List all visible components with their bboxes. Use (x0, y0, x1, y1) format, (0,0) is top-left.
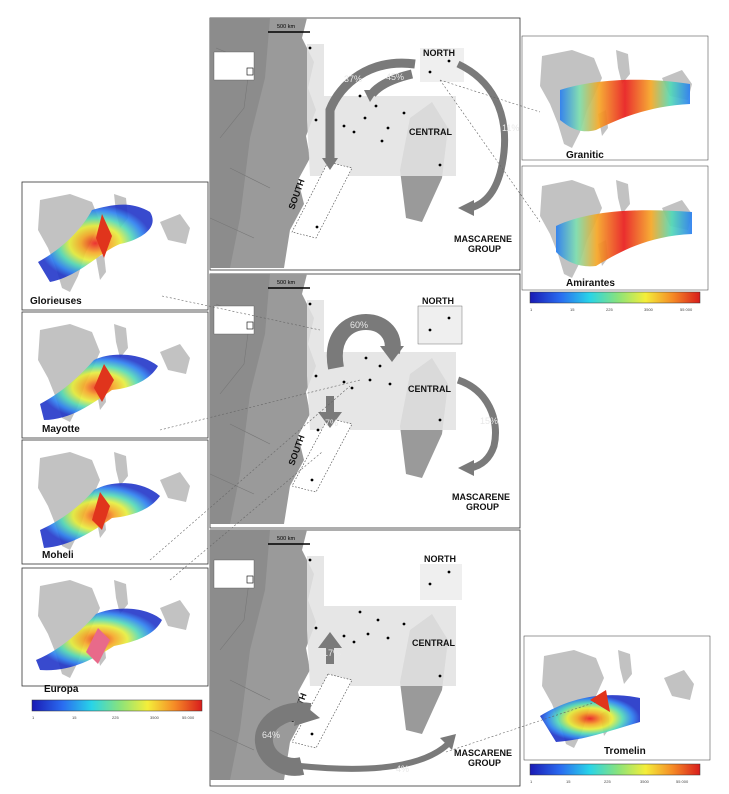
cbar-bottom-tick: 3500 (640, 779, 650, 784)
pct-bot-a: 17% (323, 648, 341, 658)
pct-mid-c: 15% (480, 416, 498, 426)
site-markers (308, 558, 451, 736)
zone-south (291, 161, 353, 239)
cbar-left-tick: 15 (72, 715, 77, 720)
site-markers (308, 46, 451, 229)
cbar-left-tick: 1 (32, 715, 35, 720)
flow-arrow-central-mascarene (456, 376, 499, 472)
flow-arrow-north-south (325, 58, 416, 158)
cbar-bottom-tick: 225 (604, 779, 611, 784)
flow-arrow-central-loop (326, 313, 401, 370)
cbar-left-tick: 3500 (150, 715, 160, 720)
label-glorieuses: Glorieuses (30, 296, 82, 307)
label-europa: Europa (44, 684, 79, 695)
flow-arrow-south-loop (254, 702, 312, 776)
scalebar-label: 500 km (277, 24, 295, 30)
flow-arrow-north-mascarene (456, 60, 509, 212)
label-central: CENTRAL (409, 127, 452, 137)
zone-central (307, 300, 456, 430)
dispersal-map-mayotte: Mayotte (21, 311, 209, 439)
colorbar-right-top: 1 15 225 3500 55 000 (529, 291, 701, 312)
colorbar-left: 1 15 225 3500 55 000 (31, 699, 203, 720)
region-panel-bottom: 500 km NORTH CENTRAL SOUTH MASCARENE GRO… (209, 529, 521, 787)
label-mascarene: MASCARENE (452, 492, 510, 502)
cbar-bottom-tick: 15 (566, 779, 571, 784)
pct-mid-a: 60% (350, 320, 368, 330)
zone-north (420, 564, 462, 600)
cbar-top-tick: 55 000 (680, 307, 693, 312)
cbar-left-tick: 225 (112, 715, 119, 720)
dispersal-map-moheli: Moheli (21, 439, 209, 565)
pct-bot-b: 64% (262, 730, 280, 740)
pct-top-b: 45% (386, 72, 404, 82)
zone-central (307, 556, 456, 686)
dispersal-map-glorieuses: Glorieuses (21, 181, 209, 311)
dispersal-map-amirantes: Amirantes (521, 165, 709, 291)
label-mascarene: MASCARENE (454, 748, 512, 758)
pct-top-c: 11% (502, 123, 519, 133)
pct-top-a: 37% (344, 74, 362, 84)
site-markers (308, 302, 451, 482)
label-amirantes: Amirantes (566, 278, 615, 289)
region-panel-top: 500 km NORTH CENTRAL SOUTH MASCARENE GRO… (209, 17, 521, 271)
inset-world-map (213, 305, 255, 335)
flow-arrow-south-mascarene (299, 741, 451, 772)
zone-central (307, 44, 456, 176)
cbar-bottom-tick: 1 (530, 779, 533, 784)
zone-south (291, 673, 353, 749)
cbar-top-tick: 1 (530, 307, 533, 312)
scalebar-label: 500 km (277, 280, 295, 286)
cbar-top-tick: 15 (570, 307, 575, 312)
connector-lines (149, 79, 597, 753)
flow-arrow-central-south (326, 396, 334, 414)
label-mascarene-group: GROUP (468, 244, 501, 254)
zone-north (417, 305, 463, 345)
cbar-left-tick: 55 000 (182, 715, 195, 720)
pct-mid-b: 17% (320, 418, 338, 428)
inset-world-map (213, 51, 255, 81)
label-mayotte: Mayotte (42, 424, 80, 435)
inset-world-map (213, 559, 255, 589)
flow-arrow-south-central (326, 644, 334, 664)
label-north: NORTH (424, 554, 456, 564)
label-mascarene-group: GROUP (468, 758, 501, 768)
label-mascarene-group: GROUP (466, 502, 499, 512)
cbar-bottom-tick: 55 000 (676, 779, 689, 784)
scalebar-label: 500 km (277, 536, 295, 542)
label-moheli: Moheli (42, 550, 74, 561)
label-granitic: Granitic (566, 150, 604, 161)
label-mascarene: MASCARENE (454, 234, 512, 244)
region-panel-middle: 500 km NORTH CENTRAL SOUTH MASCARENE GRO… (209, 273, 521, 529)
zone-south (291, 417, 353, 493)
cbar-top-tick: 225 (606, 307, 613, 312)
colorbar-right-bottom: 1 15 225 3500 55 000 (529, 763, 701, 784)
cbar-top-tick: 3500 (644, 307, 654, 312)
dispersal-map-europa: Europa (21, 567, 209, 695)
dispersal-map-tromelin: Tromelin (523, 635, 711, 761)
label-north: NORTH (422, 296, 454, 306)
label-tromelin: Tromelin (604, 746, 646, 757)
label-central: CENTRAL (408, 384, 451, 394)
pct-bot-c: 4% (396, 764, 409, 774)
label-north: NORTH (423, 48, 455, 58)
dispersal-map-granitic: Granitic (521, 35, 709, 161)
label-central: CENTRAL (412, 638, 455, 648)
zone-north (420, 48, 464, 82)
